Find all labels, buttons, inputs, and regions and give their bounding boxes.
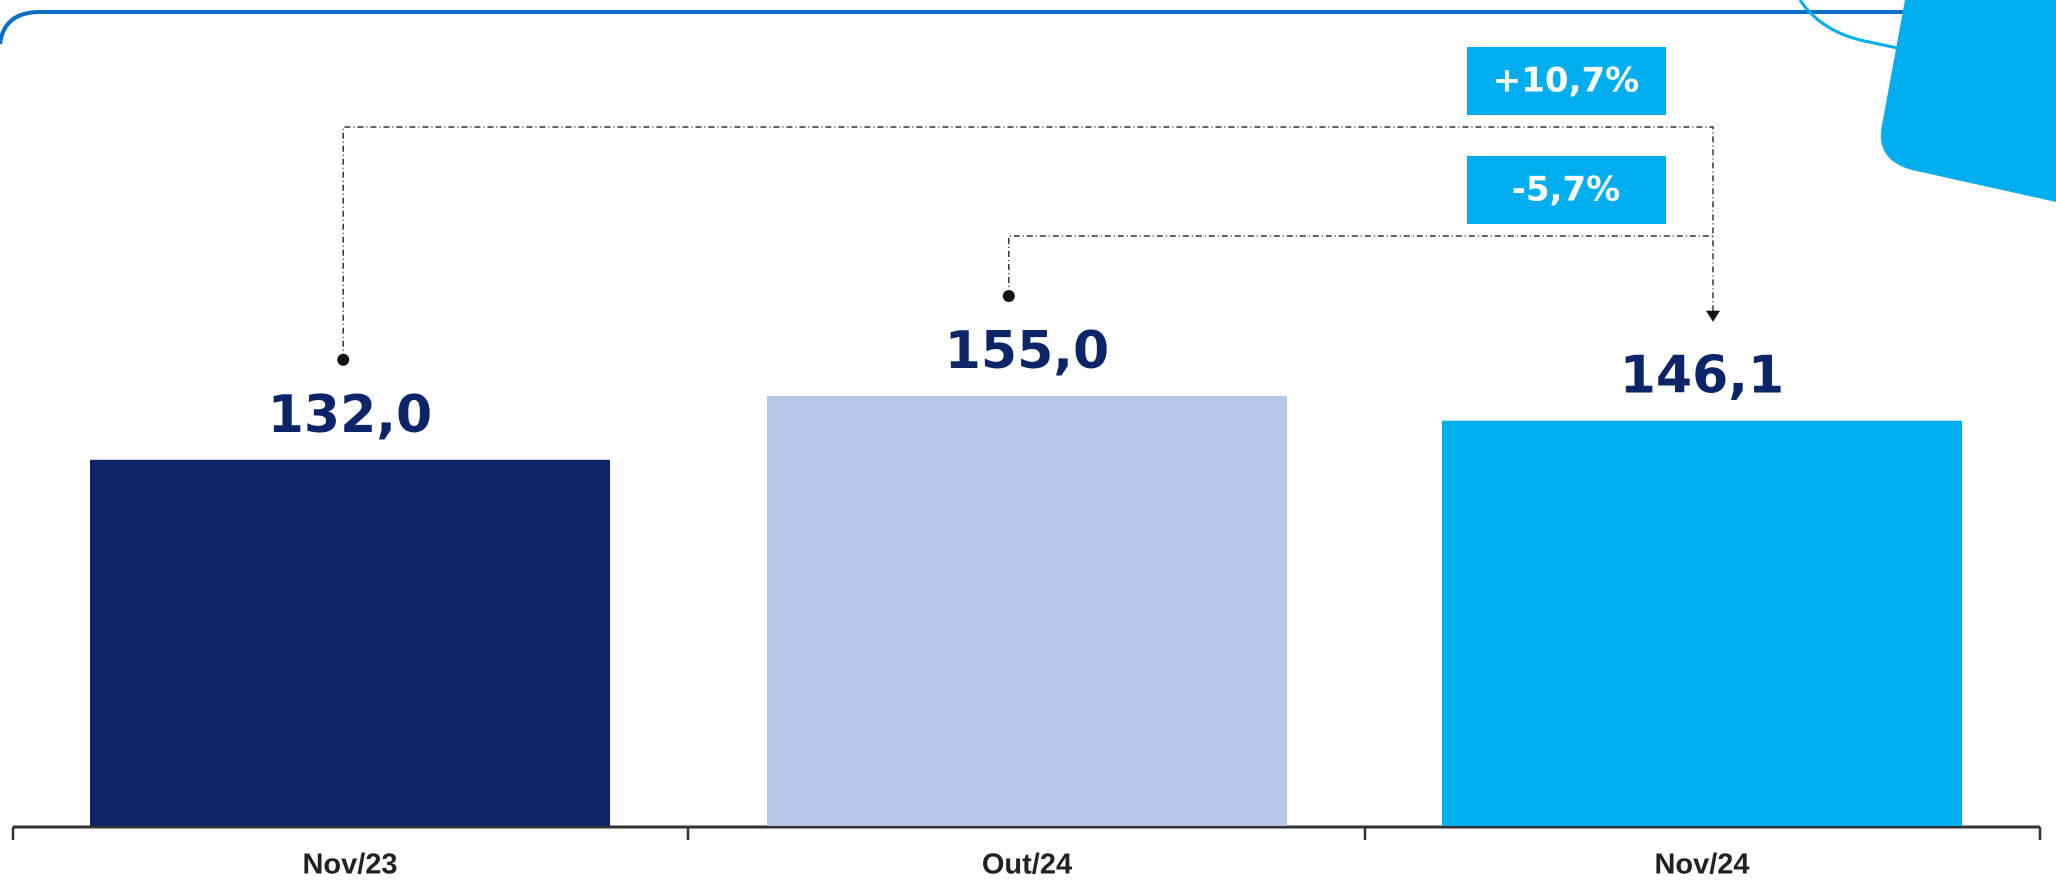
value-label: 132,0 [268, 385, 432, 445]
annotation-box [1467, 156, 1666, 224]
connector-arrow [1706, 310, 1720, 322]
annotation-box [1467, 47, 1666, 115]
connector-dot [337, 353, 350, 366]
decoration [1880, 0, 2056, 202]
bar [767, 396, 1287, 826]
annotation: -5,7% [1512, 170, 1620, 210]
decoration [1798, 0, 1931, 57]
frame-border [0, 10, 2056, 45]
connector [1008, 235, 1713, 296]
annotation: +10,7% [1493, 61, 1639, 101]
connector [342, 126, 1714, 360]
axis-ticks [11, 827, 2042, 840]
x-tick-label: Nov/24 [1654, 849, 1749, 881]
x-tick-label: Nov/23 [302, 849, 397, 881]
value-label: 146,1 [1620, 346, 1784, 406]
x-tick-label: Out/24 [982, 849, 1072, 881]
connector-dot [1002, 290, 1015, 302]
bar [90, 459, 610, 826]
value-label: 155,0 [945, 321, 1109, 381]
bar [1442, 420, 1962, 826]
